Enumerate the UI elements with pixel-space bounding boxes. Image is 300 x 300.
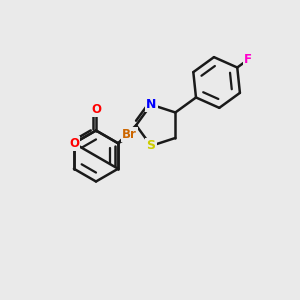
Text: F: F <box>244 53 252 66</box>
Text: S: S <box>147 139 156 152</box>
Text: O: O <box>91 103 101 116</box>
Text: N: N <box>146 98 156 111</box>
Text: Br: Br <box>122 128 136 141</box>
Text: O: O <box>69 137 79 150</box>
